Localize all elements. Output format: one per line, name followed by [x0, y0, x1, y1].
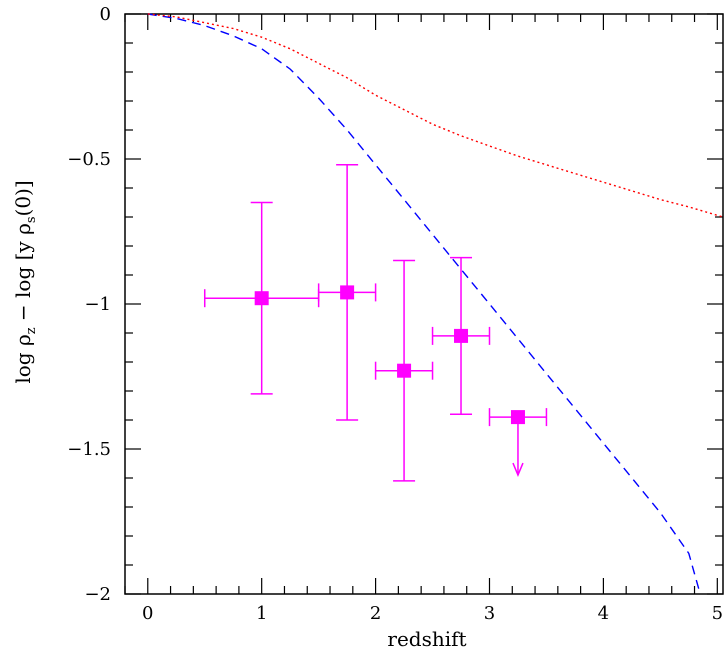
x-axis-title: redshift	[387, 627, 466, 651]
x-tick-label: 1	[256, 603, 267, 624]
y-tick-label: −1.5	[67, 439, 111, 460]
dotted-model-curve	[147, 13, 724, 218]
y-axis-title-suffix: (0)]	[11, 180, 35, 216]
x-tick-label: 2	[370, 603, 381, 624]
upper-limit-arrow-head	[512, 462, 524, 478]
y-axis-title: log ρz − log [y ρs(0)]	[11, 180, 39, 383]
data-point-marker	[397, 363, 412, 378]
y-tick-label: −0.5	[67, 149, 111, 170]
model-curves	[147, 13, 724, 595]
y-axis-title-prefix-sub: z	[24, 327, 39, 334]
y-tick-label: −2	[84, 584, 111, 605]
data-point-marker	[254, 291, 269, 306]
y-axis-title-middle-sub: s	[24, 216, 39, 223]
y-axis-title-prefix: log ρ	[11, 334, 35, 383]
data-point-marker	[454, 328, 469, 343]
dashed-model-curve	[147, 13, 701, 595]
x-tick-label: 0	[142, 603, 153, 624]
y-tick-label: −1	[84, 294, 111, 315]
data-point-marker	[510, 410, 525, 425]
x-tick-label: 3	[484, 603, 495, 624]
plot-frame	[124, 13, 724, 595]
y-axis-title-middle: − log [y ρ	[11, 223, 35, 327]
y-tick-label: 0	[100, 4, 111, 25]
axis-ticks	[124, 13, 723, 595]
data-points	[203, 164, 548, 482]
x-tick-label: 5	[712, 603, 723, 624]
x-tick-label: 4	[598, 603, 609, 624]
axis-tick-labels: 0 1 2 3 4 5 0 −0.5 −1 −1.5 −2	[67, 4, 723, 624]
data-point-marker	[340, 285, 355, 300]
